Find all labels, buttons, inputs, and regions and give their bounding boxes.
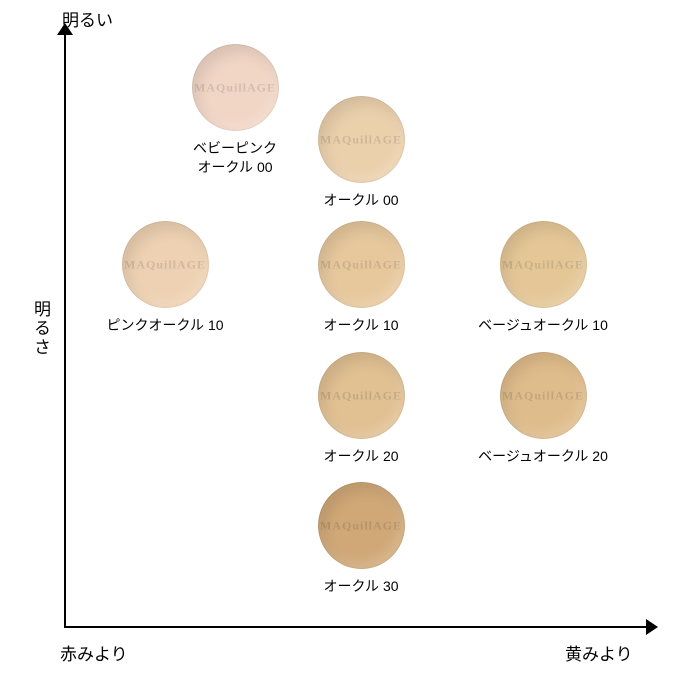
swatch-circle: MAQuillAGE [192,44,279,131]
brand-emboss-text: MAQuillAGE [320,132,402,147]
brand-emboss-text: MAQuillAGE [320,388,402,403]
swatch-inner-shading [192,44,279,131]
swatch-circle: MAQuillAGE [318,352,405,439]
swatch-circle: MAQuillAGE [500,221,587,308]
swatch-label: オークル 20 [296,447,426,466]
x-axis-right-label: 黄みより [565,640,633,665]
y-axis-line [64,31,66,628]
brand-emboss-text: MAQuillAGE [502,257,584,272]
swatch-label: オークル 10 [296,316,426,335]
swatch-circle: MAQuillAGE [122,221,209,308]
swatch-inner-shading [318,352,405,439]
swatch-inner-shading [122,221,209,308]
swatch-ochre-10: MAQuillAGE オークル 10 [296,221,426,335]
y-axis-mid-label: 明るさ [28,300,53,357]
swatch-circle: MAQuillAGE [318,221,405,308]
x-axis-arrowhead [646,619,658,635]
brand-emboss-text: MAQuillAGE [502,388,584,403]
swatch-baby-pink-ochre-00: MAQuillAGE ベビーピンク オークル 00 [170,44,300,177]
swatch-label: ベビーピンク オークル 00 [170,139,300,177]
swatch-circle: MAQuillAGE [500,352,587,439]
swatch-ochre-20: MAQuillAGE オークル 20 [296,352,426,466]
swatch-inner-shading [500,352,587,439]
swatch-beige-ochre-10: MAQuillAGE ベージュオークル 10 [478,221,608,335]
swatch-circle: MAQuillAGE [318,96,405,183]
brand-emboss-text: MAQuillAGE [320,518,402,533]
x-axis-line [64,626,648,628]
swatch-ochre-30: MAQuillAGE オークル 30 [296,482,426,596]
brand-emboss-text: MAQuillAGE [194,80,276,95]
swatch-inner-shading [318,96,405,183]
swatch-pink-ochre-10: MAQuillAGE ピンクオークル 10 [100,221,230,335]
brand-emboss-text: MAQuillAGE [320,257,402,272]
swatch-beige-ochre-20: MAQuillAGE ベージュオークル 20 [478,352,608,466]
swatch-label: オークル 00 [296,191,426,210]
swatch-label: ベージュオークル 10 [478,316,608,335]
swatch-label: オークル 30 [296,577,426,596]
brand-emboss-text: MAQuillAGE [124,257,206,272]
swatch-inner-shading [500,221,587,308]
y-axis-top-label: 明るい [62,6,113,31]
swatch-inner-shading [318,482,405,569]
swatch-inner-shading [318,221,405,308]
swatch-ochre-00: MAQuillAGE オークル 00 [296,96,426,210]
x-axis-left-label: 赤みより [60,640,128,665]
swatch-circle: MAQuillAGE [318,482,405,569]
shade-chart: 明るい 明るさ 赤みより 黄みより MAQuillAGE ベビーピンク オークル… [0,0,680,680]
swatch-label: ベージュオークル 20 [478,447,608,466]
swatch-label: ピンクオークル 10 [100,316,230,335]
